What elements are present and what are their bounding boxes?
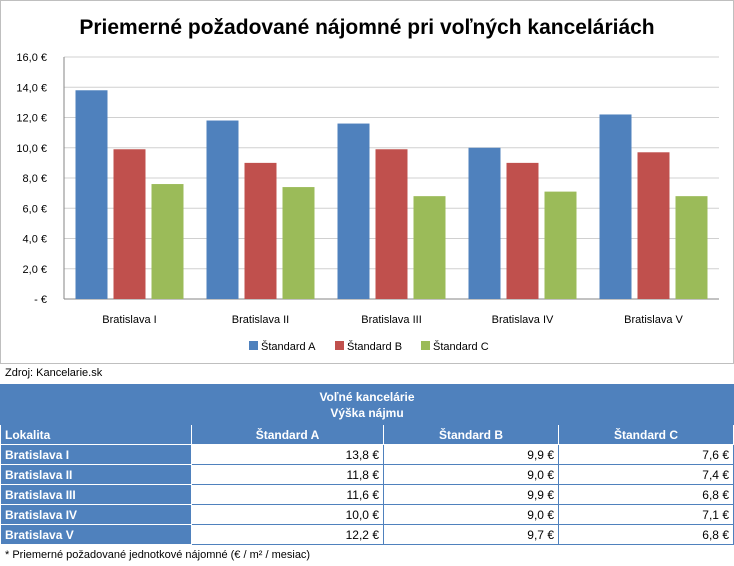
chart-title: Priemerné požadované nájomné pri voľných… — [79, 16, 654, 39]
table-row: Bratislava III 11,6 € 9,9 € 6,8 € — [0, 484, 734, 505]
y-tick-label: 12,0 € — [16, 113, 47, 125]
y-tick-label: 10,0 € — [16, 143, 47, 155]
bar — [337, 123, 370, 299]
x-tick-label: Bratislava IV — [492, 314, 554, 326]
bar — [113, 149, 146, 299]
y-tick-label: 4,0 € — [23, 234, 47, 246]
column-header-standard-c: Štandard C — [558, 424, 734, 445]
bar — [75, 90, 108, 300]
table-cell: 11,8 € — [191, 464, 384, 485]
y-tick-label: 8,0 € — [23, 173, 47, 185]
bar-chart: Priemerné požadované nájomné pri voľných… — [16, 16, 719, 353]
row-label: Bratislava I — [0, 444, 192, 465]
column-header-lokalita: Lokalita — [0, 424, 192, 445]
bar — [599, 114, 632, 299]
table-cell: 12,2 € — [191, 524, 384, 545]
bar — [282, 187, 315, 299]
x-tick-label: Bratislava II — [232, 314, 289, 326]
legend-label: Štandard B — [347, 340, 402, 353]
y-tick-label: 6,0 € — [23, 203, 47, 215]
row-label: Bratislava IV — [0, 504, 192, 525]
bar — [375, 149, 408, 299]
y-tick-label: - € — [34, 294, 47, 306]
table-cell: 9,9 € — [383, 444, 559, 465]
bar — [151, 184, 184, 299]
legend-label: Štandard A — [261, 340, 316, 353]
table-cell: 13,8 € — [191, 444, 384, 465]
table-row: Bratislava IV 10,0 € 9,0 € 7,1 € — [0, 504, 734, 525]
table-cell: 9,7 € — [383, 524, 559, 545]
table-cell: 11,6 € — [191, 484, 384, 505]
legend-swatch — [249, 341, 258, 350]
table-row: Bratislava I 13,8 € 9,9 € 7,6 € — [0, 444, 734, 465]
table-cell: 7,4 € — [558, 464, 734, 485]
source-note: Zdroj: Kancelarie.sk — [5, 367, 103, 379]
legend-swatch — [421, 341, 430, 350]
table-row: Bratislava II 11,8 € 9,0 € 7,4 € — [0, 464, 734, 485]
bar — [468, 147, 501, 299]
bar — [206, 120, 239, 300]
table-row: Bratislava V 12,2 € 9,7 € 6,8 € — [0, 524, 734, 545]
row-label: Bratislava II — [0, 464, 192, 485]
bar — [413, 196, 446, 299]
y-tick-label: 14,0 € — [16, 82, 47, 94]
y-tick-label: 2,0 € — [23, 264, 47, 276]
table-cell: 10,0 € — [191, 504, 384, 525]
row-label: Bratislava V — [0, 524, 192, 545]
x-tick-label: Bratislava V — [624, 314, 683, 326]
bar — [244, 162, 277, 299]
y-tick-label: 16,0 € — [16, 52, 47, 64]
legend-label: Štandard C — [433, 340, 489, 353]
table-cell: 6,8 € — [558, 484, 734, 505]
footnote: * Priemerné požadované jednotkové nájomn… — [5, 549, 311, 561]
column-header-standard-a: Štandard A — [191, 424, 384, 445]
legend-swatch — [335, 341, 344, 350]
table-cell: 7,6 € — [558, 444, 734, 465]
x-tick-label: Bratislava I — [102, 314, 156, 326]
table-cell: 9,0 € — [383, 504, 559, 525]
table-cell: 7,1 € — [558, 504, 734, 525]
table-cell: 9,9 € — [383, 484, 559, 505]
column-header-standard-b: Štandard B — [383, 424, 559, 445]
x-tick-label: Bratislava III — [361, 314, 422, 326]
table-title-line-1: Voľné kancelárie — [319, 389, 415, 404]
chart-panel: Priemerné požadované nájomné pri voľných… — [0, 0, 734, 364]
table-cell: 6,8 € — [558, 524, 734, 545]
rent-table: Voľné kancelárie Výška nájmu Lokalita Št… — [0, 384, 734, 545]
bar — [675, 196, 708, 299]
bar — [637, 152, 670, 299]
table-cell: 9,0 € — [383, 464, 559, 485]
row-label: Bratislava III — [0, 484, 192, 505]
bar — [544, 191, 577, 299]
table-title: Voľné kancelárie Výška nájmu — [0, 384, 734, 425]
bar — [506, 162, 539, 299]
table-title-line-2: Výška nájmu — [330, 405, 404, 420]
